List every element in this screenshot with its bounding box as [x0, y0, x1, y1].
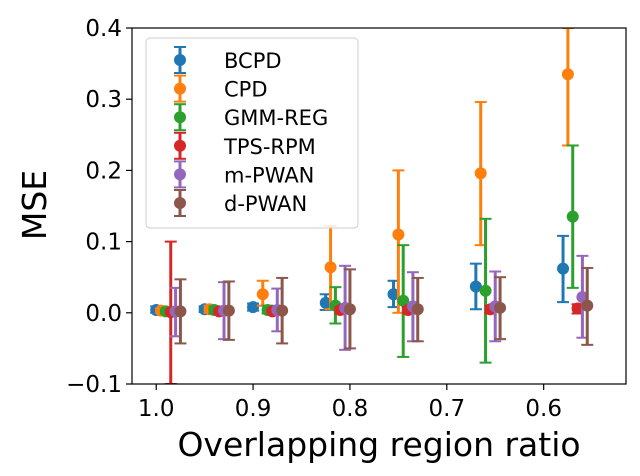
legend-marker — [174, 111, 186, 124]
data-point — [494, 301, 507, 314]
data-point — [276, 304, 289, 317]
legend-box — [145, 37, 359, 229]
data-point — [557, 262, 570, 275]
y-tick-label: 0.4 — [85, 16, 122, 42]
data-point — [319, 296, 332, 309]
axes-frame — [131, 27, 627, 385]
data-marks — [150, 28, 594, 384]
series-d-pwan — [174, 266, 594, 350]
legend-marker — [174, 82, 186, 95]
y-tick-label: 0.2 — [85, 158, 122, 184]
data-point — [479, 284, 492, 297]
data-point — [247, 301, 260, 314]
axes: −0.1 0.0 0.1 0.2 0.3 0.4 1.0 0.9 0.8 0.7 0.6 — [66, 16, 627, 422]
legend-entry-d-pwan: d-PWAN — [174, 189, 307, 217]
data-point — [561, 68, 574, 81]
legend-label: CPD — [224, 78, 268, 102]
legend: BCPD CPD GMM-REG TPS-RPM m-PWAN d-PWAN — [145, 37, 359, 229]
data-point — [469, 280, 482, 293]
legend-entry-bcpd: BCPD — [174, 46, 282, 74]
legend-marker — [174, 54, 186, 66]
x-axis-label: Overlapping region ratio — [177, 425, 580, 464]
y-tick-label: 0.3 — [85, 87, 122, 113]
legend-label: BCPD — [224, 49, 282, 73]
data-point — [324, 261, 337, 274]
x-tick-label: 0.9 — [235, 396, 272, 422]
legend-entry-tps-rpm: TPS-RPM — [174, 131, 316, 160]
legend-entry-m-pwan: m-PWAN — [174, 160, 314, 189]
plot-area — [150, 28, 594, 384]
x-tick-label: 1.0 — [138, 396, 175, 422]
legend-label: TPS-RPM — [223, 135, 316, 159]
legend-marker — [174, 139, 186, 152]
data-point — [474, 167, 487, 180]
data-point — [571, 302, 584, 315]
x-tick-label: 0.7 — [429, 396, 466, 422]
data-point — [256, 288, 269, 301]
data-point — [392, 228, 405, 241]
data-point — [222, 304, 235, 317]
legend-label: d-PWAN — [224, 192, 307, 216]
y-tick-label: 0.0 — [85, 301, 122, 327]
series-gmm-reg — [159, 144, 579, 364]
data-point — [581, 299, 594, 312]
y-tick-label: 0.1 — [85, 230, 122, 256]
data-point — [566, 210, 579, 223]
legend-label: GMM-REG — [224, 106, 328, 130]
legend-label: m-PWAN — [224, 163, 314, 187]
x-tick-label: 0.6 — [525, 396, 562, 422]
data-point — [397, 294, 410, 307]
legend-marker — [174, 168, 186, 181]
data-point — [174, 305, 187, 318]
legend-entry-gmm-reg: GMM-REG — [174, 103, 328, 132]
y-tick-label: −0.1 — [66, 372, 122, 398]
data-point — [343, 303, 356, 316]
x-tick-label: 0.8 — [332, 396, 369, 422]
data-point — [411, 303, 424, 316]
legend-entry-cpd: CPD — [174, 74, 268, 103]
series-bcpd — [150, 234, 570, 316]
y-axis-label: MSE — [15, 170, 54, 240]
legend-marker — [174, 197, 186, 209]
data-point — [387, 288, 400, 301]
